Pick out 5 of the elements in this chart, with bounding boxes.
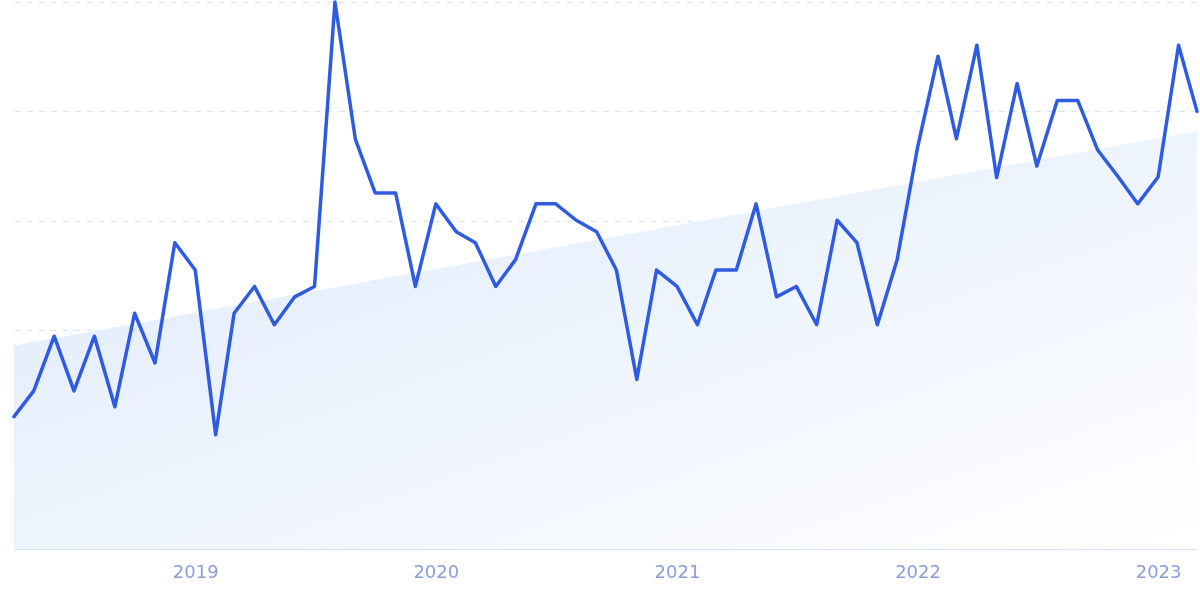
x-tick-label: 2023 <box>1135 560 1182 582</box>
x-tick-label: 2021 <box>654 560 701 582</box>
x-tick-label: 2022 <box>895 560 941 582</box>
x-tick-label: 2020 <box>413 560 460 582</box>
x-tick-label: 2019 <box>172 560 219 582</box>
